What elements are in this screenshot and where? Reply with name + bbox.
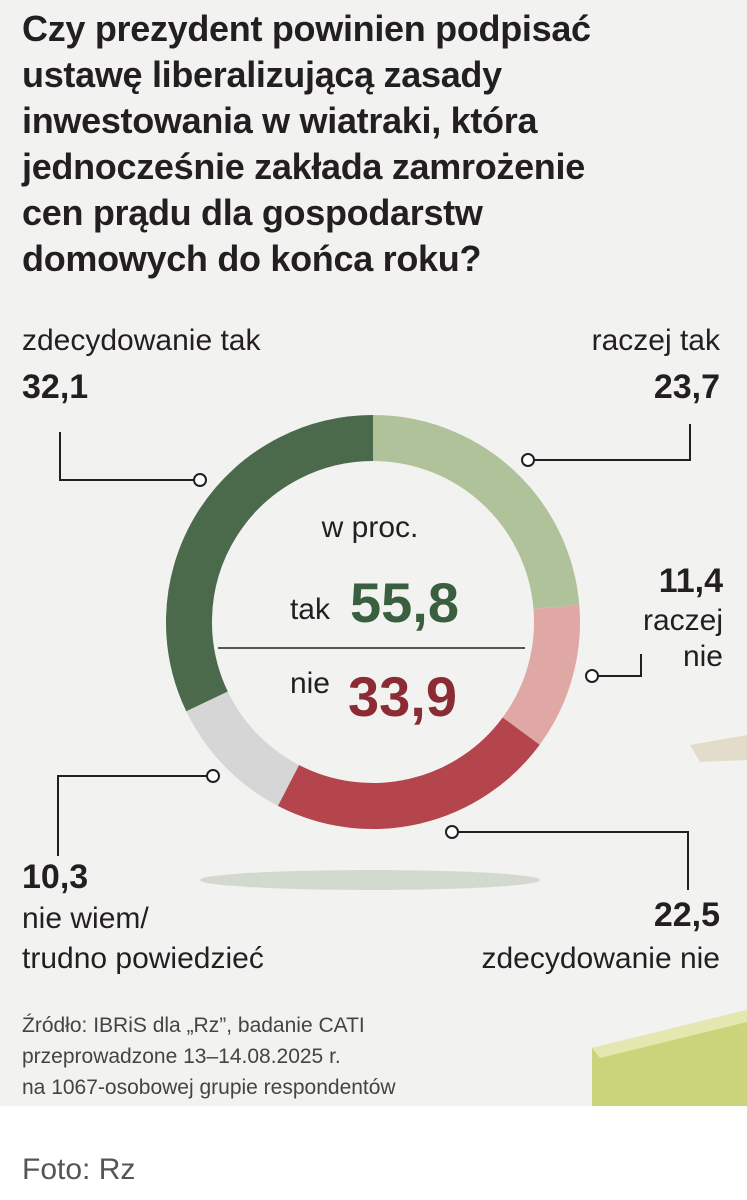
label-definitely-no-value: 22,5 (653, 896, 720, 934)
donut-slice-definitely-yes (166, 415, 374, 712)
source-line: Źródło: IBRiS dla „Rz”, badanie CATI (22, 1014, 365, 1037)
marker-definitely-yes (193, 473, 207, 487)
infographic: Czy prezydent powinien podpisać ustawę l… (0, 0, 747, 1106)
title-line: domowych do końca roku? (22, 238, 482, 279)
center-no-label: nie (290, 667, 330, 700)
donut-slices (166, 415, 580, 829)
center-no-value: 33,9 (348, 665, 457, 728)
donut-slice-definitely-no (277, 717, 540, 829)
leader-rather-no (592, 654, 642, 677)
label-definitely-yes-value: 32,1 (22, 368, 89, 406)
chart-title: Czy prezydent powinien podpisać ustawę l… (22, 6, 722, 282)
donut-chart: w proc. tak 55,8 nie 33,9 (57, 415, 747, 1106)
label-definitely-no-name: zdecydowanie nie (481, 942, 721, 975)
donut-slice-rather-no (502, 605, 580, 745)
center-unit: w proc. (321, 511, 419, 544)
leader-dont-know (57, 775, 213, 856)
center-yes-label: tak (290, 593, 331, 626)
decor-slab-bottom-edge (592, 1010, 747, 1058)
donut-slice-rather-yes (372, 415, 580, 610)
label-rather-no-value: 11,4 (658, 562, 723, 600)
decor-slab-bottom (592, 1010, 747, 1106)
marker-rather-no (585, 669, 599, 683)
marker-dont-know (206, 769, 220, 783)
label-dont-know-value: 10,3 (22, 858, 89, 896)
leader-definitely-no (452, 831, 689, 890)
source-line: przeprowadzone 13–14.08.2025 r. (22, 1045, 341, 1068)
label-dont-know-name-line1: nie wiem/ (22, 902, 149, 935)
title-line: ustawę liberalizującą zasady (22, 54, 502, 95)
marker-definitely-no (445, 825, 459, 839)
center-yes-value: 55,8 (350, 571, 459, 634)
source-note: Źródło: IBRiS dla „Rz”, badanie CATI prz… (22, 1010, 542, 1103)
source-line: na 1067-osobowej grupie respondentów (22, 1076, 396, 1099)
marker-rather-yes (521, 453, 535, 467)
label-dont-know-name-line2: trudno powiedzieć (22, 942, 264, 975)
label-rather-yes-value: 23,7 (653, 368, 720, 406)
decor-slab-top (690, 735, 747, 762)
leader-rather-yes (528, 424, 691, 461)
title-line: Czy prezydent powinien podpisać (22, 8, 591, 49)
label-rather-no-name-line2: nie (682, 640, 723, 673)
donut-shadow (200, 870, 540, 890)
leader-definitely-yes (59, 432, 200, 481)
photo-credit: Foto: Rz (22, 1153, 136, 1186)
label-rather-yes-name: raczej tak (591, 324, 720, 357)
donut-slice-dont-know (186, 690, 300, 806)
label-rather-no-name-line1: raczej (642, 604, 723, 637)
label-definitely-yes-name: zdecydowanie tak (22, 324, 261, 357)
title-line: jednocześnie zakłada zamrożenie (22, 146, 585, 187)
title-line: cen prądu dla gospodarstw (22, 192, 483, 233)
title-line: inwestowania w wiatraki, która (22, 100, 538, 141)
